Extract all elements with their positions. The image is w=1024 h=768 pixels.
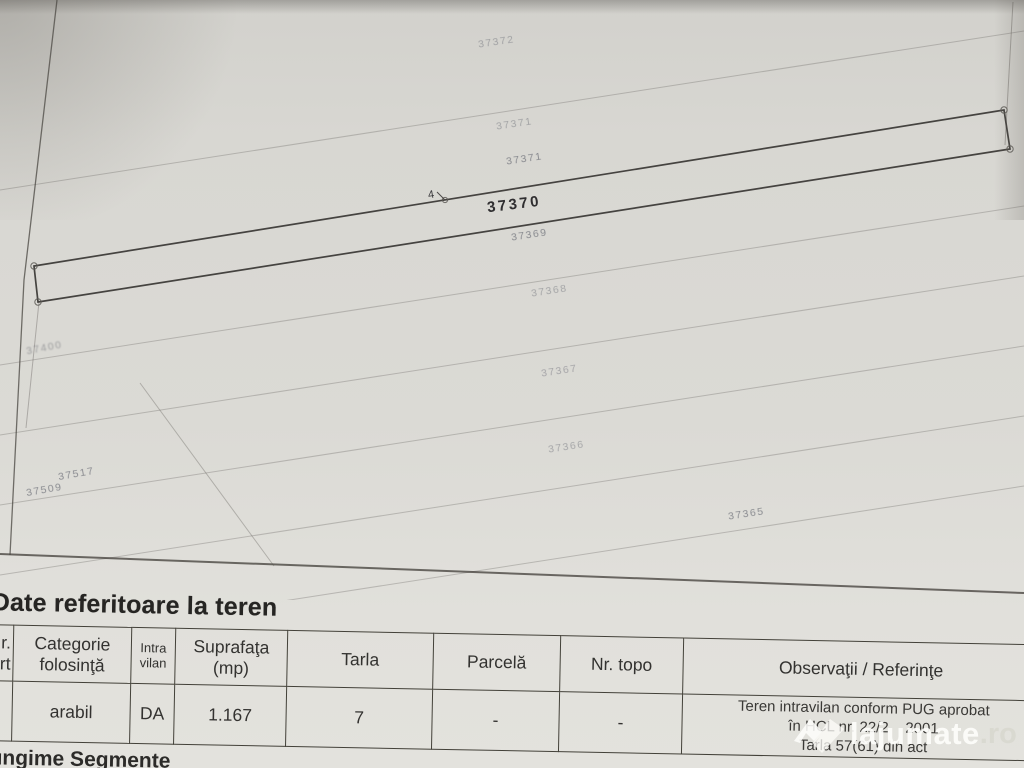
parcel-37370-outline [33, 109, 1011, 303]
header-tarla: Tarla [286, 630, 434, 690]
land-data-section: Date referitoare la teren Nr. crt Catego… [0, 588, 1024, 768]
header-parcela: Parcelă [432, 633, 561, 692]
land-data-table: Nr. crt Categorie folosinţă Intra vilan … [0, 624, 1024, 761]
plan-bottom-border [0, 553, 1024, 594]
header-intravilan: Intra vilan [130, 627, 176, 685]
cell-categorie: arabil [11, 681, 131, 744]
header-nr-crt: Nr. crt [0, 624, 14, 682]
cell-tarla: 7 [285, 686, 433, 750]
boundary-line-diagonal [139, 382, 275, 567]
cell-observatii: Teren intravilan conform PUG aprobat în … [681, 694, 1024, 761]
cell-intravilan: DA [129, 683, 175, 745]
page-fold-line [9, 0, 58, 556]
cell-parcela: - [431, 689, 560, 752]
field-boundary-lines [0, 30, 1024, 600]
cadastral-plan: 37372 37371 37371 37370 37369 37368 3736… [0, 0, 1024, 600]
cadastral-plan-drawing [0, 0, 1024, 600]
header-observatii: Observaţii / Referinţe [682, 638, 1024, 701]
header-categorie-folosinta: Categorie folosinţă [12, 625, 132, 684]
survey-corner-points [30, 106, 1014, 306]
survey-point-tick [436, 191, 446, 201]
cell-suprafata: 1.167 [173, 684, 287, 747]
cell-nr-topo: - [558, 691, 683, 754]
boundary-line-left [25, 301, 40, 429]
header-nr-topo: Nr. topo [559, 635, 684, 695]
header-suprafata: Suprafaţa (mp) [174, 628, 288, 687]
